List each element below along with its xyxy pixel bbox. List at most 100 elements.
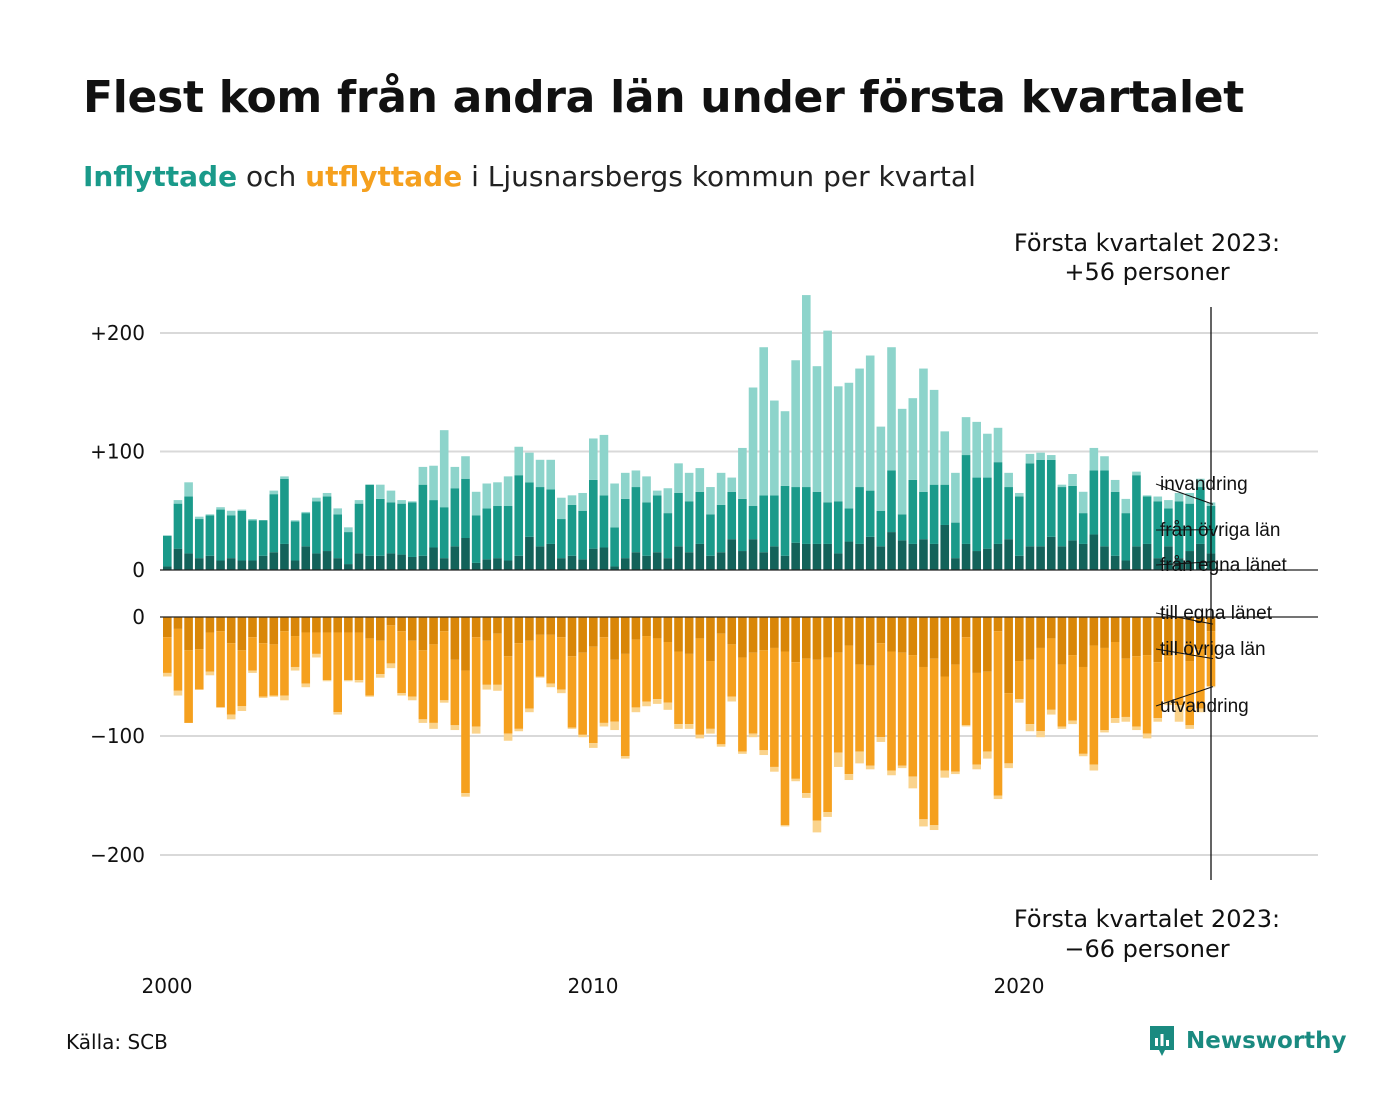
callout-bottom-line2: −66 personer [1064,935,1229,963]
bar-segment [738,498,747,552]
bar-segment [354,632,364,681]
bar-segment [482,684,492,690]
bar-segment [983,477,992,549]
bar-segment [812,543,822,570]
bar-segment [1004,539,1013,570]
bar-segment [482,617,492,641]
bar-segment [376,498,385,556]
bar-segment [823,617,832,658]
bar-segment [844,617,854,646]
brand-name: Newsworthy [1186,1028,1347,1054]
bar-segment [1004,617,1013,694]
series-label: utvandring [1160,696,1249,717]
bar-segment [1142,495,1152,497]
bar-segment [1100,617,1109,648]
bar-segment [1068,720,1077,725]
bar-segment [1142,617,1152,656]
bar-segment [194,519,204,559]
bar-segment [770,617,779,648]
bar-segment [471,617,481,638]
bar-segment [1196,487,1205,544]
bar-segment [684,501,694,553]
bar-segment [812,491,822,544]
bar-segment [1100,470,1109,547]
bar-segment [865,490,875,537]
bar-segment [290,520,300,522]
bar-segment [450,659,460,726]
bar-segment [535,617,545,635]
bar-segment [280,695,289,701]
bar-segment [706,728,715,734]
bar-segment [301,513,311,547]
bar-segment [993,795,1003,800]
bar-segment [1174,617,1184,654]
bar-segment [684,724,694,729]
bar-segment [439,700,449,703]
bar-segment [876,617,886,644]
bar-segment [482,640,492,685]
bar-segment [759,347,768,496]
bar-segment [599,637,609,723]
bar-segment [546,617,555,635]
bar-segment [557,637,566,690]
bar-segment [983,751,992,759]
bar-segment [631,639,641,708]
bar-segment [1036,731,1045,738]
bar-segment [344,632,353,681]
bar-segment [940,484,950,525]
brand: Newsworthy [1148,1024,1347,1058]
bar-segment [812,659,822,821]
bar-segment [280,478,289,544]
bar-segment [184,650,193,723]
bar-segment [1142,655,1152,734]
bar-segment [376,674,385,678]
subtitle-och: och [245,160,297,193]
bar-segment [631,707,641,713]
bar-segment [802,543,811,570]
bar-segment [1068,474,1077,486]
bar-segment [897,617,907,653]
bar-segment [706,514,715,556]
bar-segment [940,676,950,771]
bar-segment [184,553,193,570]
bar-segment [525,536,534,570]
bar-segment [397,554,406,570]
bar-segment [652,495,662,553]
bar-segment [961,455,971,544]
bar-segment [695,543,705,570]
bar-segment [163,617,172,638]
bar-segment [1174,492,1184,502]
bar-segment [1132,471,1141,476]
bar-segment [929,658,939,826]
bar-segment [365,555,374,570]
bar-segment [972,421,981,478]
bar-segment [418,466,428,485]
bar-segment [1196,708,1205,713]
callout-top-line2: +56 personer [1064,258,1229,286]
bar-segment [908,398,918,480]
source-note: Källa: SCB [66,1030,168,1054]
bar-segment [1174,653,1184,706]
bar-segment [876,643,886,738]
bar-segment [248,560,257,570]
bar-segment [1110,617,1120,642]
bar-segment [567,656,577,728]
bar-segment [1046,455,1056,460]
bar-segment [493,482,502,507]
bar-segment [386,553,396,570]
bar-segment [727,696,737,702]
y-tick-label-bottom: −200 [90,843,145,867]
bar-segment [1121,716,1131,722]
bar-segment [237,617,247,651]
bar-segment [642,476,651,503]
bar-segment [887,617,896,652]
bar-segment [652,552,662,570]
bar-segment [173,548,183,570]
bar-segment [290,521,300,561]
bar-segment [748,539,758,570]
bar-segment [1132,726,1141,731]
bar-segment [642,617,651,637]
series-label: till egna länet [1160,603,1273,624]
bar-segment [237,510,247,561]
bar-segment [546,683,555,688]
